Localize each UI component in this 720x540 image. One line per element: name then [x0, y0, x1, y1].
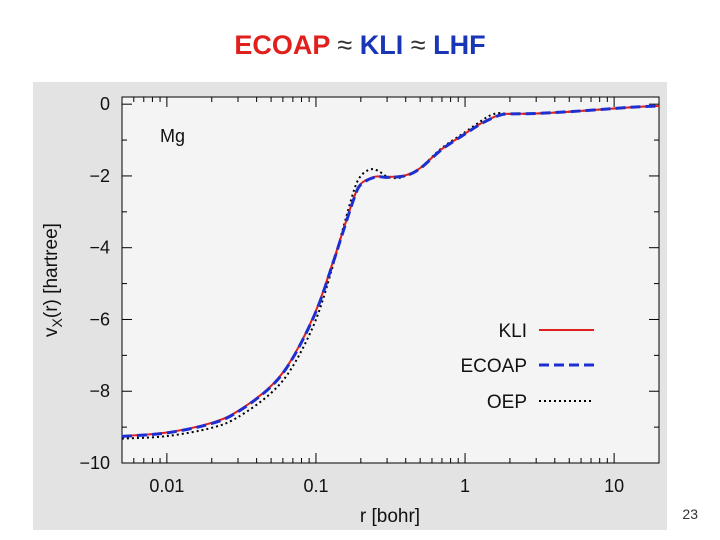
- y-tick-labels: 0 −2 −4 −6 −8 −10: [79, 94, 110, 473]
- legend-label-ecoap: ECOAP: [460, 356, 527, 377]
- x-tick-label: 0.01: [149, 476, 184, 496]
- plot-area: [121, 96, 660, 464]
- y-tick-label: −10: [79, 453, 110, 473]
- legend: KLI ECOAP OEP: [460, 321, 594, 413]
- x-tick-label: 10: [604, 476, 624, 496]
- x-tick-labels: 0.01 0.1 1 10: [149, 476, 624, 496]
- y-axis-label-main: v: [41, 327, 62, 337]
- x-axis-label: r [bohr]: [360, 506, 420, 527]
- y-axis-label-sub: X: [49, 317, 65, 327]
- legend-label-kli: KLI: [498, 321, 527, 342]
- y-tick-label: −2: [89, 166, 110, 186]
- title-approx-1: ≈: [337, 30, 353, 60]
- y-tick-label: −4: [89, 238, 110, 258]
- title-kli: KLI: [359, 30, 404, 60]
- title-approx-2: ≈: [410, 30, 426, 60]
- series-group: [121, 104, 660, 440]
- slide-title: ECOAP ≈ KLI ≈ LHF: [0, 30, 720, 61]
- title-lhf: LHF: [433, 30, 486, 60]
- slide-number: 23: [682, 506, 698, 522]
- y-tick-label: 0: [100, 94, 110, 114]
- x-tick-label: 0.1: [303, 476, 328, 496]
- y-axis-label: vX(r) [hartree]: [41, 223, 65, 337]
- y-axis-label-rest: (r) [hartree]: [41, 223, 62, 318]
- title-ecoap: ECOAP: [234, 30, 330, 60]
- y-tick-label: −6: [89, 309, 110, 329]
- element-label: Mg: [160, 126, 185, 146]
- series-line-oep: [121, 105, 660, 440]
- legend-label-oep: OEP: [487, 392, 527, 413]
- axis-ticks: [121, 97, 660, 464]
- x-tick-label: 1: [460, 476, 470, 496]
- y-tick-label: −8: [89, 381, 110, 401]
- series-line-ecoap: [121, 104, 660, 438]
